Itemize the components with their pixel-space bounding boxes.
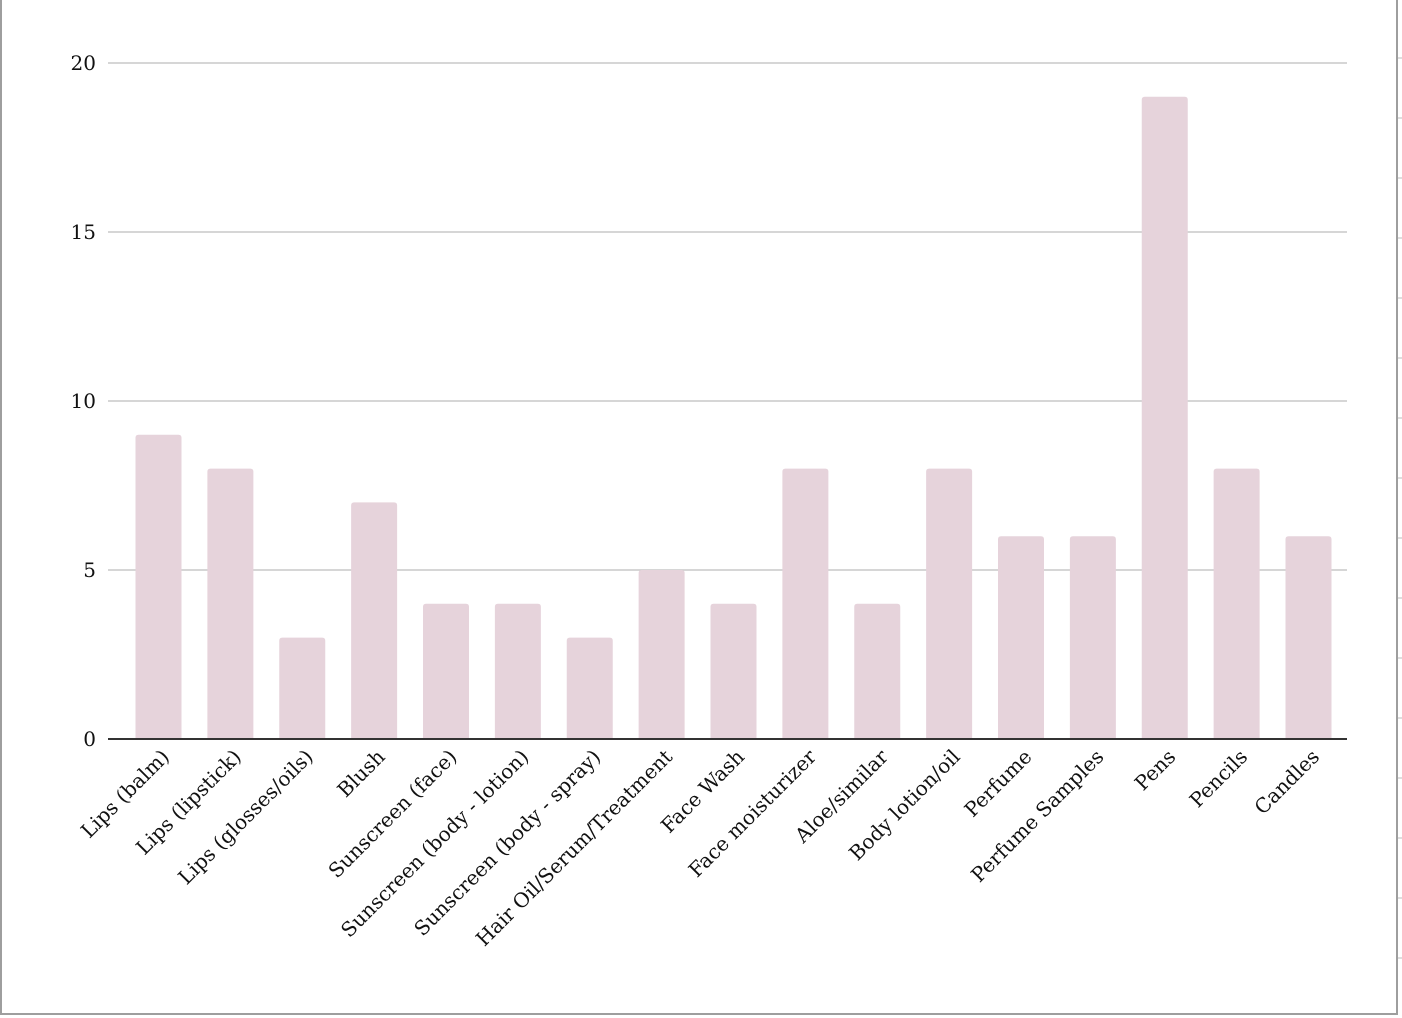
bar (207, 468, 254, 739)
y-tick-label: 15 (71, 220, 96, 244)
y-tick-label: 0 (83, 727, 96, 751)
x-tick-label: Blush (332, 744, 389, 801)
gridlines (108, 62, 1347, 571)
x-tick-label: Lips (glosses/oils) (173, 745, 318, 890)
bars (135, 96, 1332, 740)
y-tick-label: 20 (71, 51, 96, 75)
x-tick-label: Sunscreen (face) (323, 745, 461, 883)
bar (1069, 536, 1116, 739)
bar (351, 502, 398, 739)
right-edge-ticks (1398, 57, 1402, 959)
y-tick-label: 10 (71, 389, 96, 413)
bar (135, 434, 182, 739)
x-tick-label: Perfume Samples (966, 745, 1108, 887)
bar (423, 603, 469, 739)
bar (494, 603, 541, 739)
x-tick-label: Pencils (1185, 745, 1253, 813)
y-axis-ticks: 0 5 10 15 20 (71, 51, 96, 751)
x-axis-ticks: Lips (balm)Lips (lipstick)Lips (glosses/… (76, 744, 1324, 951)
bar (1213, 468, 1260, 739)
x-tick-label: Face moisturizer (684, 744, 822, 882)
bar (998, 536, 1044, 739)
bar (782, 468, 829, 739)
x-tick-label: Candles (1250, 745, 1325, 820)
bar (926, 468, 973, 739)
bar (1141, 96, 1188, 740)
bar (710, 603, 757, 739)
x-tick-label: Pens (1130, 745, 1181, 796)
bar (566, 637, 613, 739)
bar (279, 637, 326, 739)
bar (1285, 536, 1332, 739)
y-tick-label: 5 (83, 558, 96, 582)
bar (638, 570, 685, 739)
bar (854, 603, 901, 739)
